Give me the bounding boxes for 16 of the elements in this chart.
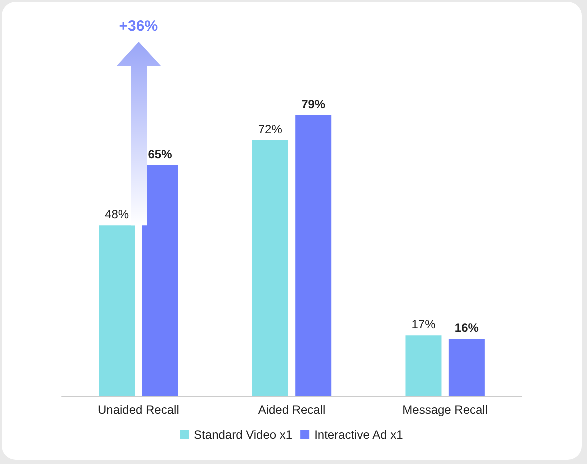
data-label: 72% xyxy=(258,122,283,136)
data-label: 79% xyxy=(302,98,326,112)
bar xyxy=(252,140,288,396)
x-tick-label: Message Recall xyxy=(402,403,488,417)
data-label: 48% xyxy=(105,208,130,222)
x-tick-label: Aided Recall xyxy=(258,403,326,417)
data-label: 65% xyxy=(148,147,173,162)
legend-label: Interactive Ad x1 xyxy=(314,428,404,442)
bar xyxy=(296,116,332,396)
data-label: 16% xyxy=(454,321,480,336)
data-label: 17% xyxy=(412,318,436,332)
legend-label: Standard Video x1 xyxy=(194,428,293,442)
x-tick-label: Unaided Recall xyxy=(98,403,180,417)
bar xyxy=(406,336,442,396)
text: +36% xyxy=(118,18,160,35)
bar xyxy=(448,339,485,396)
